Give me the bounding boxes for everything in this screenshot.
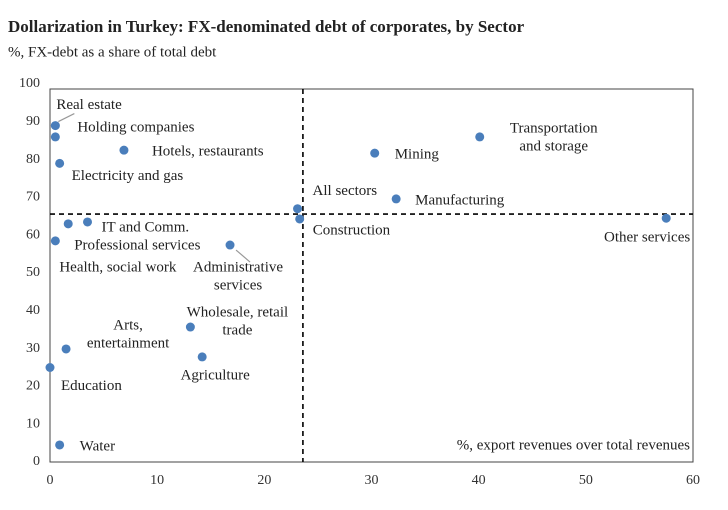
- point: [475, 132, 485, 142]
- point: [83, 217, 93, 227]
- point-label: Water: [80, 438, 115, 454]
- point: [197, 352, 207, 362]
- point-label: IT and Comm.: [102, 219, 190, 235]
- point-label: and storage: [519, 138, 588, 154]
- y-tick-label: 0: [33, 454, 40, 469]
- x-tick-label: 20: [257, 473, 271, 488]
- point: [295, 214, 305, 224]
- point-label: All sectors: [313, 183, 378, 199]
- point: [119, 145, 129, 155]
- x-tick-label: 10: [150, 473, 164, 488]
- point: [293, 204, 303, 214]
- y-tick-label: 70: [26, 190, 40, 205]
- x-tick-label: 50: [579, 473, 593, 488]
- point: [50, 132, 60, 142]
- plot-frame: [49, 88, 694, 463]
- point-label: Professional services: [74, 237, 200, 253]
- point-label: Manufacturing: [415, 192, 505, 208]
- point-label: Real estate: [56, 97, 122, 113]
- point-label: entertainment: [87, 335, 170, 351]
- x-tick-label: 30: [365, 473, 379, 488]
- point: [391, 194, 401, 204]
- point-label: Construction: [313, 222, 391, 238]
- point-label: Mining: [395, 147, 440, 163]
- point-label: Electricity and gas: [72, 168, 184, 184]
- point: [61, 344, 71, 354]
- leader-line: [235, 249, 251, 263]
- point: [185, 322, 195, 332]
- y-tick-label: 30: [26, 341, 40, 356]
- annotation: %, export revenues over total revenues: [457, 437, 690, 453]
- leader-line: [58, 113, 75, 123]
- point: [50, 236, 60, 246]
- point-label: Education: [61, 378, 122, 394]
- point: [55, 440, 65, 450]
- point: [661, 213, 671, 223]
- y-tick-label: 60: [26, 227, 40, 242]
- y-tick-label: 80: [26, 152, 40, 167]
- y-tick-label: 90: [26, 114, 40, 129]
- x-tick-label: 40: [472, 473, 486, 488]
- point-label: Administrative: [193, 259, 283, 275]
- chart-subtitle: %, FX-debt as a share of total debt: [8, 44, 217, 60]
- point-label: Agriculture: [181, 367, 250, 383]
- point-label: Arts,: [113, 317, 143, 333]
- point: [55, 158, 65, 168]
- y-tick-label: 50: [26, 265, 40, 280]
- point-label: Other services: [604, 230, 690, 246]
- point-label: Wholesale, retail: [187, 304, 289, 320]
- point-label: Health, social work: [59, 259, 177, 275]
- point: [45, 363, 55, 372]
- y-tick-label: 100: [19, 76, 40, 91]
- point-label: services: [214, 277, 262, 293]
- x-tick-label: 0: [47, 473, 54, 488]
- chart-title: Dollarization in Turkey: FX-denominated …: [8, 17, 525, 36]
- y-tick-label: 20: [26, 379, 40, 394]
- point-label: Holding companies: [77, 119, 194, 135]
- point: [370, 148, 380, 158]
- point-label: Hotels, restaurants: [152, 144, 264, 160]
- point-label: Transportation: [510, 120, 598, 136]
- point: [63, 219, 73, 229]
- point: [50, 121, 60, 131]
- x-tick-label: 60: [686, 473, 700, 488]
- point-label: trade: [222, 322, 252, 338]
- y-tick-label: 40: [26, 303, 40, 318]
- y-tick-label: 10: [26, 416, 40, 431]
- point: [225, 240, 235, 250]
